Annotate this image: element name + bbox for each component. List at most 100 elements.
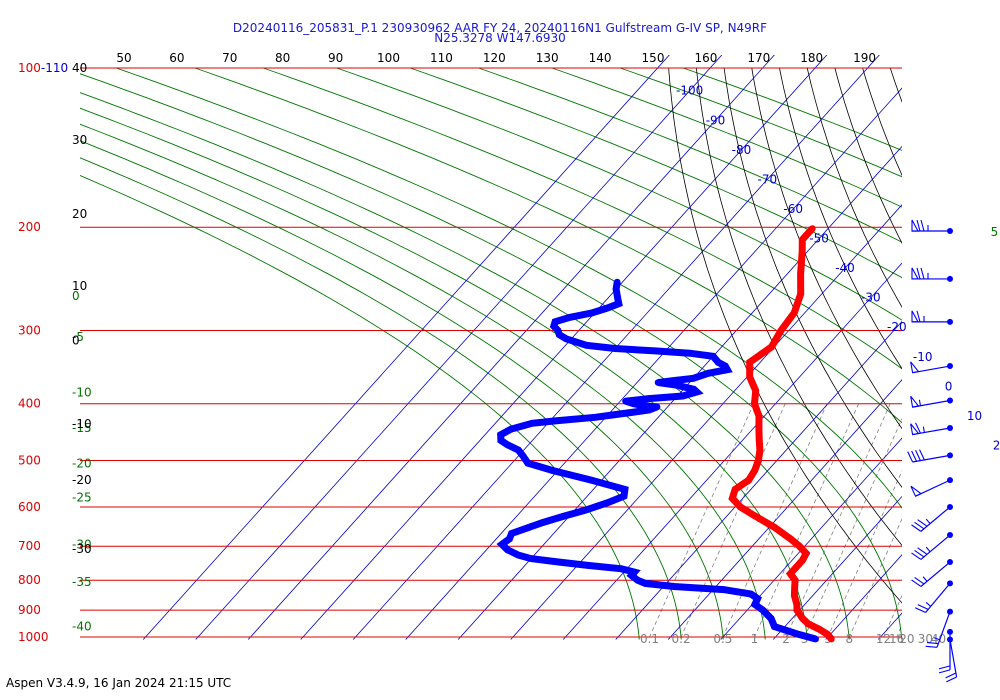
- chart-title: D20240116_205831_P.1 230930962 AAR FY 24…: [232, 21, 768, 35]
- dewpoint-point: [587, 476, 595, 484]
- temperature-point: [791, 576, 799, 584]
- isotherm-line: [667, 379, 902, 640]
- wind-barb-staff: [920, 561, 951, 587]
- temperature-point: [755, 436, 763, 443]
- dewpoint-point: [653, 403, 661, 411]
- isotherm-line: [142, 55, 670, 640]
- dewpoint-point: [628, 572, 635, 579]
- temperature-point: [746, 359, 753, 366]
- top-axis-tick-label: 120: [483, 51, 506, 65]
- dry-adiabat-left-label: -10: [72, 417, 92, 431]
- mixing-ratio-line: [883, 594, 902, 638]
- dry-adiabat-line: [723, 67, 902, 488]
- moist-adiabat-left-label: -15: [72, 421, 92, 435]
- temperature-point: [787, 535, 794, 543]
- moist-adiabat-line: [478, 67, 902, 243]
- wind-barb-flag: [917, 547, 928, 555]
- top-axis-tick-label: 190: [853, 51, 876, 65]
- dewpoint-point: [812, 635, 819, 643]
- pressure-label: 400: [18, 397, 41, 411]
- mixing-ratio-label: 0.2: [672, 632, 691, 646]
- temperature-point: [729, 495, 736, 502]
- temperature-point: [799, 236, 806, 243]
- mixing-ratio-label: 0.5: [713, 632, 732, 646]
- top-axis-tick-label: 90: [328, 51, 343, 65]
- wind-barb-flag: [914, 607, 926, 613]
- isotherm-label: -10: [913, 350, 933, 364]
- temperature-point: [771, 524, 778, 531]
- dewpoint-point: [515, 551, 522, 559]
- moist-adiabat-line: [263, 67, 902, 370]
- dewpoint-point: [497, 437, 505, 444]
- wind-barb-pennant: [910, 485, 923, 497]
- wind-barb-staff: [920, 506, 951, 532]
- pressure-label: 200: [18, 220, 41, 234]
- temperature-line: [728, 226, 835, 642]
- moist-adiabat-line: [80, 157, 682, 640]
- dewpoint-point: [551, 417, 559, 425]
- wind-barb-flag: [945, 672, 957, 679]
- moist-adiabat-left-label: -30: [72, 538, 92, 552]
- wind-barb-staff: [936, 611, 951, 648]
- mixing-ratio-line: [896, 624, 902, 638]
- temperature-point: [797, 290, 804, 298]
- temperature-point: [809, 225, 816, 232]
- wind-barb-pennant: [911, 310, 919, 323]
- wind-barb-flag: [917, 519, 928, 527]
- dewpoint-point: [504, 441, 511, 449]
- wind-barb-half-flag: [925, 518, 931, 525]
- wind-barb-flag: [911, 450, 918, 462]
- wind-barb-flag: [917, 604, 929, 610]
- pressure-label: 1000: [18, 630, 49, 644]
- dry-adiabat-left-label: 10: [72, 279, 87, 293]
- moist-adiabat-line: [80, 140, 724, 640]
- wind-barb-pennant: [911, 219, 919, 232]
- moist-adiabat-left-label: -35: [72, 575, 92, 589]
- dry-adiabat-line: [946, 68, 1000, 640]
- mixing-ratio-label: 8: [846, 632, 854, 646]
- dewpoint-point: [498, 541, 506, 548]
- dewpoint-point: [603, 305, 610, 312]
- wind-barb-flag: [920, 267, 925, 280]
- isotherm-label: 20: [993, 438, 1000, 452]
- top-axis-tick-label: 80: [275, 51, 290, 65]
- wind-barb-flag: [914, 576, 925, 585]
- wind-barb-flag: [911, 552, 922, 560]
- moist-adiabat-line: [116, 67, 902, 509]
- temperature-point: [790, 309, 798, 317]
- dewpoint-point: [539, 519, 546, 526]
- moist-adiabat-line: [336, 67, 902, 321]
- moist-adiabat-left-label: -25: [72, 490, 92, 504]
- isotherm-line: [562, 262, 902, 640]
- isotherm-label: -80: [732, 143, 752, 157]
- mixing-ratio-label: 1: [751, 632, 759, 646]
- moist-adiabat-left-label: -10: [72, 386, 92, 400]
- wind-barb-flag: [916, 219, 921, 232]
- temperature-point: [797, 270, 804, 277]
- temperature-point: [787, 570, 794, 578]
- dewpoint-point: [795, 631, 803, 638]
- top-axis-tick-label: 180: [800, 51, 823, 65]
- wind-barb-flag: [911, 579, 922, 587]
- wind-barb-flag: [938, 669, 951, 674]
- wind-barb-flag: [946, 676, 957, 683]
- moist-adiabat-line: [194, 67, 902, 424]
- dry-adiabat-left-label: 20: [72, 207, 87, 221]
- temperature-point: [736, 503, 744, 511]
- dewpoint-point: [705, 370, 712, 377]
- pressure-label: 900: [18, 603, 41, 617]
- dewpoint-point: [583, 342, 590, 349]
- isotherm-label: 10: [967, 409, 982, 423]
- temperature-point: [768, 343, 775, 351]
- isotherm-label: -90: [706, 113, 726, 127]
- wind-barb-pennant: [910, 361, 920, 374]
- dewpoint-point: [504, 546, 511, 554]
- dewpoint-point: [670, 583, 678, 590]
- dewpoint-point: [767, 615, 775, 622]
- temperature-point: [731, 486, 739, 493]
- dewpoint-point: [581, 507, 589, 514]
- isotherm-line: [352, 55, 880, 640]
- dewpoint-point: [651, 347, 659, 355]
- temperature-point: [824, 631, 831, 638]
- dry-adiabat-line: [751, 67, 902, 430]
